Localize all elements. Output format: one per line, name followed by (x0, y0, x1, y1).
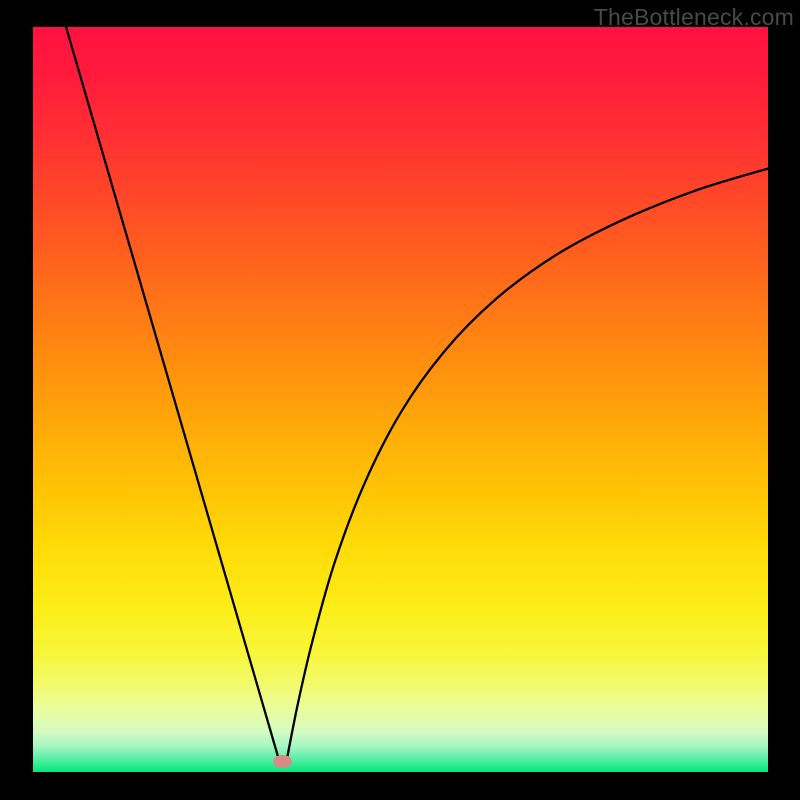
watermark-text: TheBottleneck.com (594, 4, 794, 31)
plot-area (33, 27, 768, 772)
bottleneck-curve (33, 27, 768, 772)
chart-frame: TheBottleneck.com (0, 0, 800, 800)
